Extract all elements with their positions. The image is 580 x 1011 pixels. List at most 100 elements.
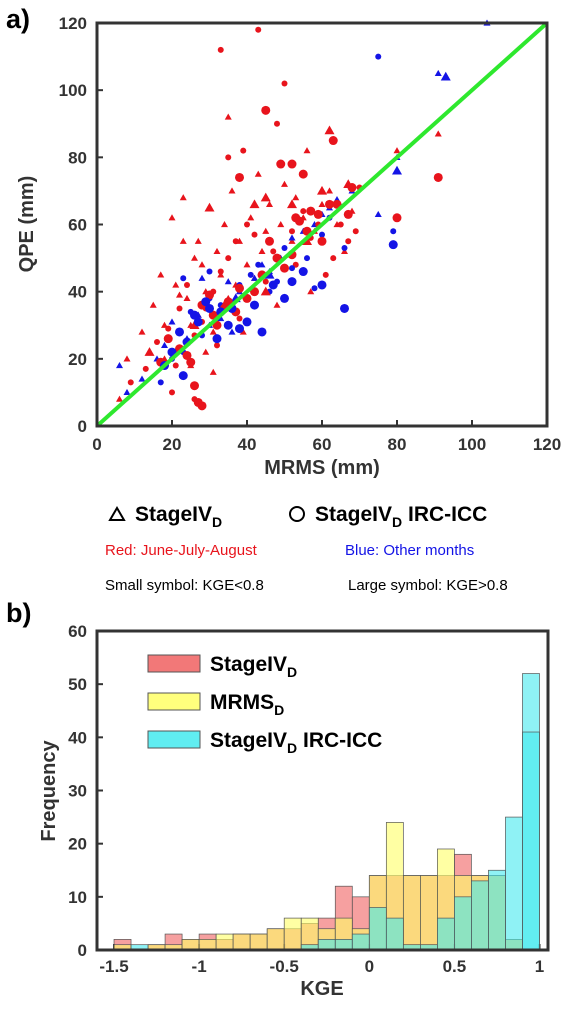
scatter-point-circle	[217, 46, 224, 53]
scatter-point-triangle	[318, 200, 326, 207]
scatter-point-circle	[274, 120, 280, 127]
scatter-point-circle	[261, 105, 271, 115]
scatter-point-circle	[392, 213, 402, 223]
histogram-bar	[505, 816, 523, 951]
scatter-xlabel: MRMS (mm)	[264, 457, 380, 479]
histogram-bar	[249, 933, 268, 951]
scatter-point-triangle	[266, 200, 273, 207]
scatter-point-triangle	[260, 192, 271, 202]
note-small-symbol: Small symbol: KGE<0.8	[105, 577, 264, 594]
triangle-marker-icon	[108, 506, 126, 521]
scatter-point-circle	[197, 401, 207, 411]
scatter-point-circle	[330, 255, 337, 262]
scatter-point-circle	[257, 327, 267, 337]
scatter-point-circle	[255, 26, 262, 33]
histogram-bar	[368, 907, 387, 951]
scatter-point-circle	[142, 365, 149, 372]
scatter-point-triangle	[434, 130, 442, 137]
note-red: Red: June-July-August	[105, 542, 258, 559]
scatter-point-triangle	[324, 125, 335, 135]
scatter-point-circle	[289, 228, 295, 235]
scatter-point-triangle	[138, 375, 146, 382]
scatter-point-circle	[375, 53, 382, 60]
scatter-point-circle	[255, 261, 262, 268]
scatter-point-triangle	[221, 221, 228, 228]
legend-swatch	[147, 730, 201, 749]
y-tick-label: 120	[59, 14, 87, 33]
scatter-point-circle	[270, 248, 277, 255]
scatter-point-circle	[225, 154, 232, 161]
y-tick-label: 60	[68, 622, 87, 641]
y-tick-label: 100	[59, 81, 87, 100]
scatter-point-triangle	[224, 113, 232, 120]
scatter-point-circle	[287, 159, 297, 169]
x-tick-label: 0	[365, 957, 374, 976]
scatter-point-circle	[322, 271, 329, 278]
x-tick-label: -0.5	[270, 957, 299, 976]
scatter-point-triangle	[288, 237, 296, 244]
scatter-point-triangle	[254, 170, 262, 177]
scatter-point-circle	[232, 238, 239, 245]
scatter-frame	[95, 21, 549, 428]
scatter-point-circle	[223, 320, 233, 330]
histogram-bar	[232, 933, 251, 951]
scatter-point-circle	[300, 208, 307, 215]
histogram-bar	[522, 731, 540, 951]
y-tick-label: 80	[68, 148, 87, 167]
scatter-point-circle	[175, 327, 184, 337]
scatter-point-circle	[240, 147, 247, 154]
x-tick-label: 120	[533, 435, 561, 454]
histogram-bar	[317, 939, 336, 951]
scatter-points	[116, 19, 491, 411]
scatter-point-triangle	[273, 301, 281, 308]
scatter-point-circle	[212, 334, 222, 344]
legend-label: MRMSD	[210, 691, 284, 718]
legend-swatch	[147, 692, 201, 711]
scatter-point-circle	[390, 228, 397, 235]
legend-swatch	[147, 654, 201, 673]
scatter-point-circle	[388, 240, 398, 250]
one-to-one-line	[95, 21, 549, 428]
scatter-point-circle	[298, 267, 308, 277]
scatter-point-triangle	[144, 347, 155, 356]
y-tick-label: 30	[68, 782, 87, 801]
scatter-point-circle	[298, 169, 308, 179]
histogram-bar	[454, 896, 472, 951]
scatter-point-triangle	[393, 147, 401, 154]
y-tick-label: 40	[68, 728, 87, 747]
scatter-point-triangle	[374, 210, 382, 218]
scatter-point-triangle	[123, 355, 131, 362]
scatter-point-triangle	[228, 187, 236, 194]
scatter-point-circle	[165, 325, 172, 332]
scatter-point-circle	[186, 357, 196, 367]
scatter-point-triangle	[191, 254, 198, 261]
scatter-point-triangle	[168, 318, 176, 325]
scatter-point-triangle	[288, 234, 296, 241]
scatter-point-circle	[163, 334, 173, 344]
scatter-point-circle	[276, 159, 286, 169]
scatter-point-circle	[287, 277, 297, 287]
scatter-point-triangle	[249, 199, 260, 209]
scatter-point-triangle	[303, 147, 311, 154]
scatter-point-circle	[190, 381, 199, 391]
scatter-point-circle	[345, 238, 352, 245]
scatter-point-triangle	[179, 194, 187, 201]
scatter-point-circle	[281, 80, 288, 87]
scatter-point-triangle	[209, 328, 217, 335]
x-tick-label: 1	[535, 957, 544, 976]
panel-a-label: a)	[6, 4, 30, 34]
scatter-point-circle	[251, 231, 258, 238]
histogram-bar	[181, 939, 200, 951]
scatter-point-circle	[337, 221, 344, 228]
scatter-ticks: 0 20 40 60 80 100 120 0 20 40 60 80 100 120	[59, 14, 562, 454]
x-tick-label: 80	[388, 435, 407, 454]
legend-label: StageIVD IRC-ICC	[210, 729, 382, 756]
scatter-point-triangle	[217, 315, 225, 322]
x-tick-label: -1	[192, 957, 207, 976]
scatter-point-circle	[341, 245, 348, 252]
scatter-point-triangle	[198, 274, 206, 281]
y-tick-label: 50	[68, 675, 87, 694]
scatter-point-circle	[242, 317, 252, 327]
scatter-point-circle	[201, 297, 211, 307]
